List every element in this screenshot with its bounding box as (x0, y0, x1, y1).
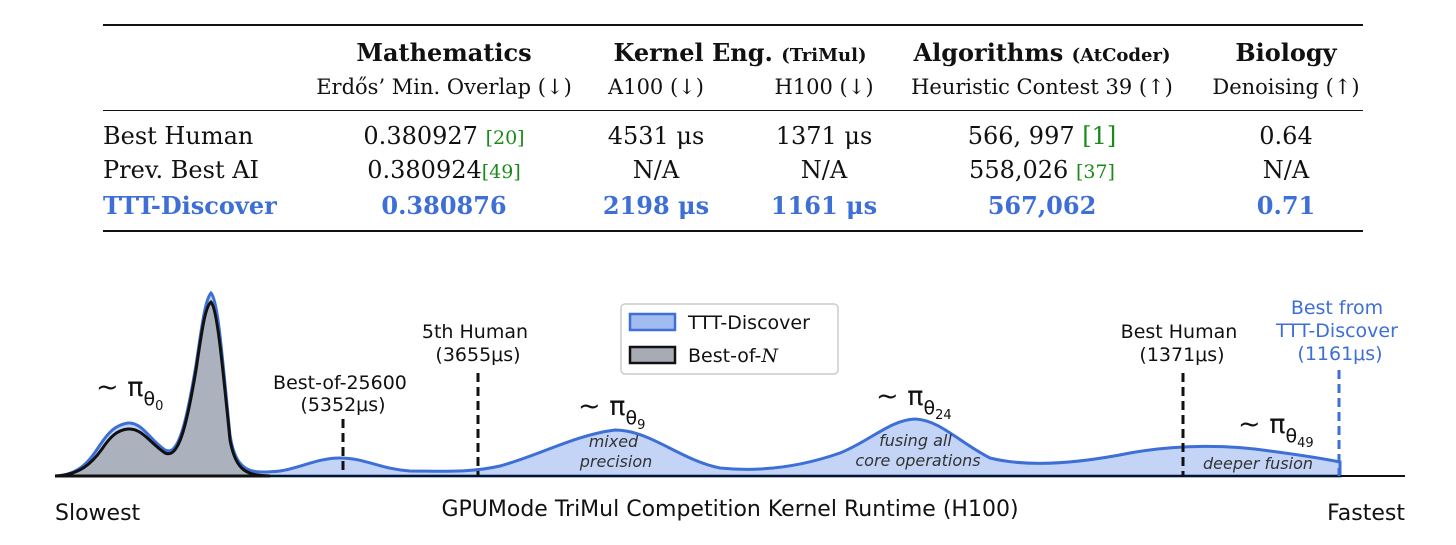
marker-label-best-human: Best Human (1371μs) (1121, 321, 1244, 366)
table-cell: 0.71 (1256, 191, 1316, 220)
legend-swatch-ttt (628, 312, 677, 332)
policy-label-theta9: ~ πθ9 (578, 391, 645, 433)
best-of-n-density-curve (54, 299, 271, 478)
policy-label-theta49: ~ πθ49 (1238, 409, 1314, 451)
header-algorithms: Algorithms (AtCoder) (913, 38, 1171, 67)
table-cell: 566, 997 [1] (967, 122, 1117, 150)
marker-label-best-of-25600: Best-of-25600 (5352μs) (273, 372, 413, 416)
table-mid-rule (103, 110, 1363, 111)
marker-label-best-ttt: Best from TTT-Discover (1161μs) (1275, 297, 1404, 365)
header-biology: Biology (1235, 38, 1337, 67)
table-cell: 2198 μs (602, 191, 710, 220)
header-mathematics: Mathematics (356, 38, 532, 67)
table-cell: N/A (632, 156, 680, 184)
marker-label-5th-human: 5th Human (3655μs) (422, 321, 534, 366)
x-axis-title: GPUMode TriMul Competition Kernel Runtim… (441, 497, 1018, 522)
subheader-a100: A100 (↓) (608, 75, 704, 99)
table-cell: 4531 μs (607, 122, 705, 150)
header-kernel-eng: Kernel Eng. (TriMul) (613, 38, 867, 67)
row-label-best-human: Best Human (103, 122, 254, 150)
legend-label-ttt: TTT-Discover (687, 312, 810, 334)
table-cell: 567,062 (987, 191, 1097, 220)
x-axis-left-label: Slowest (55, 501, 141, 526)
runtime-distribution-figure: Best-of-25600 (5352μs) 5th Human (3655μs… (54, 290, 1405, 526)
table-cell: 1161 μs (770, 191, 878, 220)
table-cell: 1371 μs (775, 122, 873, 150)
subheader-erdos: Erdős’ Min. Overlap (↓) (316, 75, 572, 99)
subheader-heuristic: Heuristic Contest 39 (↑) (911, 75, 1173, 99)
annotation-deeper-fusion: deeper fusion (1203, 454, 1313, 473)
table-cell: 558,026 [37] (969, 156, 1115, 184)
policy-label-theta24: ~ πθ24 (876, 381, 952, 423)
table-cell: 0.380924[49] (367, 156, 521, 184)
row-label-prev-best-ai: Prev. Best AI (103, 156, 260, 184)
table-cell: 0.380927 [20] (363, 122, 525, 150)
table-cell: 0.64 (1259, 122, 1313, 150)
legend-swatch-bon (628, 345, 677, 365)
annotation-mixed-precision: mixed precision (579, 432, 653, 471)
x-axis-right-label: Fastest (1327, 501, 1405, 526)
annotation-fusing: fusing all core operations (855, 431, 980, 470)
row-label-ttt-discover: TTT-Discover (103, 191, 277, 220)
table-cell: N/A (800, 156, 848, 184)
policy-label-theta0: ~ πθ0 (96, 372, 163, 414)
legend: TTT-Discover Best-of-N (620, 303, 839, 375)
subheader-denoising: Denoising (↑) (1212, 75, 1360, 99)
table-top-rule (103, 24, 1363, 26)
table-cell: N/A (1262, 156, 1310, 184)
table-bottom-rule (103, 230, 1363, 232)
legend-label-bon: Best-of-N (688, 345, 779, 367)
table-cell: 0.380876 (381, 191, 507, 220)
subheader-h100: H100 (↓) (774, 75, 874, 99)
